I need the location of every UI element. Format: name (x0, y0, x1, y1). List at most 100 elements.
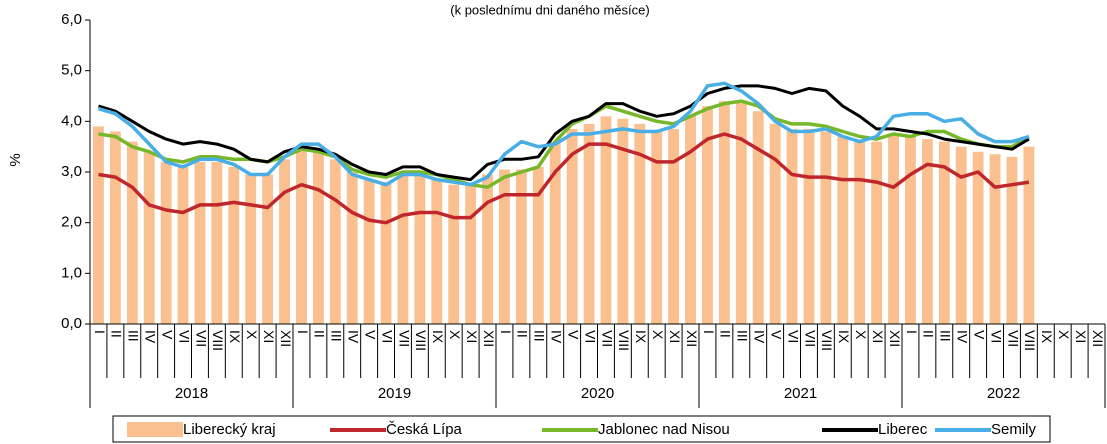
x-tick-label: I (904, 330, 920, 334)
y-tick-label: 1,0 (61, 264, 82, 281)
x-tick-label: I (701, 330, 717, 334)
bar (1006, 156, 1018, 324)
x-tick-label: XII (481, 330, 497, 347)
x-tick-label: VIII (819, 330, 835, 351)
bar (651, 131, 663, 324)
x-tick-label: XII (887, 330, 903, 347)
x-tick-label: XII (684, 330, 700, 347)
y-tick-label: 4,0 (61, 112, 82, 129)
bar (921, 139, 933, 324)
x-tick-label: IX (430, 330, 446, 344)
x-tick-label: IX (836, 330, 852, 344)
x-tick-label: IV (955, 330, 971, 344)
bar (617, 118, 629, 324)
year-label: 2020 (581, 385, 614, 402)
x-tick-label: II (109, 330, 125, 338)
bar (718, 101, 730, 324)
x-tick-label: XII (1090, 330, 1106, 347)
y-axis-label: % (7, 153, 24, 166)
y-tick-label: 0,0 (61, 315, 82, 332)
bar (871, 141, 883, 324)
line-series (98, 132, 1030, 225)
x-tick-label: IX (227, 330, 243, 344)
x-tick-label: IV (752, 330, 768, 344)
x-tick-label: III (329, 330, 345, 342)
x-tick-label: IV (549, 330, 565, 344)
x-tick-label: X (853, 330, 869, 340)
x-tick-label: XI (261, 330, 277, 343)
x-tick-label: VII (802, 330, 818, 347)
bar (329, 159, 341, 324)
year-label: 2021 (784, 385, 817, 402)
bar (245, 174, 257, 324)
x-tick-label: VII (599, 330, 615, 347)
bar (262, 174, 274, 324)
x-tick-label: I (92, 330, 108, 334)
bar (972, 151, 984, 324)
bar (431, 179, 443, 324)
bar (837, 136, 849, 324)
bar (177, 166, 189, 324)
year-label: 2019 (378, 385, 411, 402)
bar (397, 174, 409, 324)
x-tick-label: VIII (616, 330, 632, 351)
bar (854, 141, 866, 324)
x-tick-label: I (295, 330, 311, 334)
x-tick-label: XII (278, 330, 294, 347)
x-tick-label: II (312, 330, 328, 338)
bar (211, 161, 223, 324)
x-tick-label: XI (1073, 330, 1089, 343)
x-tick-label: VII (1005, 330, 1021, 347)
legend-label: Česká Lípa (386, 421, 463, 438)
year-label: 2018 (175, 385, 208, 402)
bar (668, 128, 680, 324)
bar (989, 154, 1001, 324)
legend-label: Jablonec nad Nisou (598, 421, 730, 438)
bar (109, 131, 121, 324)
x-tick-label: V (971, 330, 987, 340)
bar (532, 166, 544, 324)
y-tick-label: 3,0 (61, 163, 82, 180)
x-tick-label: III (126, 330, 142, 342)
bar (499, 169, 510, 324)
bar (465, 184, 477, 324)
legend-swatch (127, 422, 183, 437)
x-tick-label: IX (633, 330, 649, 344)
x-tick-label: V (768, 330, 784, 340)
x-tick-label: V (565, 330, 581, 340)
x-tick-label: VI (988, 330, 1004, 343)
x-tick-label: II (515, 330, 531, 338)
bar (515, 169, 527, 324)
line-series (98, 81, 1030, 187)
x-tick-label: IV (143, 330, 159, 344)
x-tick-label: II (921, 330, 937, 338)
x-tick-label: X (1056, 330, 1072, 340)
x-tick-label: VI (379, 330, 395, 343)
bar (296, 149, 307, 324)
bar (346, 172, 358, 324)
bar (803, 128, 815, 324)
x-tick-label: X (244, 330, 260, 340)
bar (414, 174, 426, 324)
line-series (98, 84, 1030, 182)
legend-label: Semily (991, 421, 1037, 438)
bar (888, 134, 899, 324)
bar (380, 182, 392, 324)
bar (93, 126, 104, 325)
x-tick-label: X (650, 330, 666, 340)
x-tick-label: VI (176, 330, 192, 343)
x-tick-label: III (938, 330, 954, 342)
bar (600, 116, 612, 325)
x-tick-label: XI (667, 330, 683, 343)
x-tick-label: VI (582, 330, 598, 343)
bar (566, 128, 578, 324)
chart-subtitle: (k poslednímu dni daného měsíce) (450, 2, 649, 17)
bar (143, 151, 155, 324)
bar (1023, 146, 1035, 324)
bar (549, 141, 561, 324)
x-tick-label: X (447, 330, 463, 340)
x-tick-label: VIII (1022, 330, 1038, 351)
bar (448, 184, 460, 324)
bar (735, 101, 747, 324)
